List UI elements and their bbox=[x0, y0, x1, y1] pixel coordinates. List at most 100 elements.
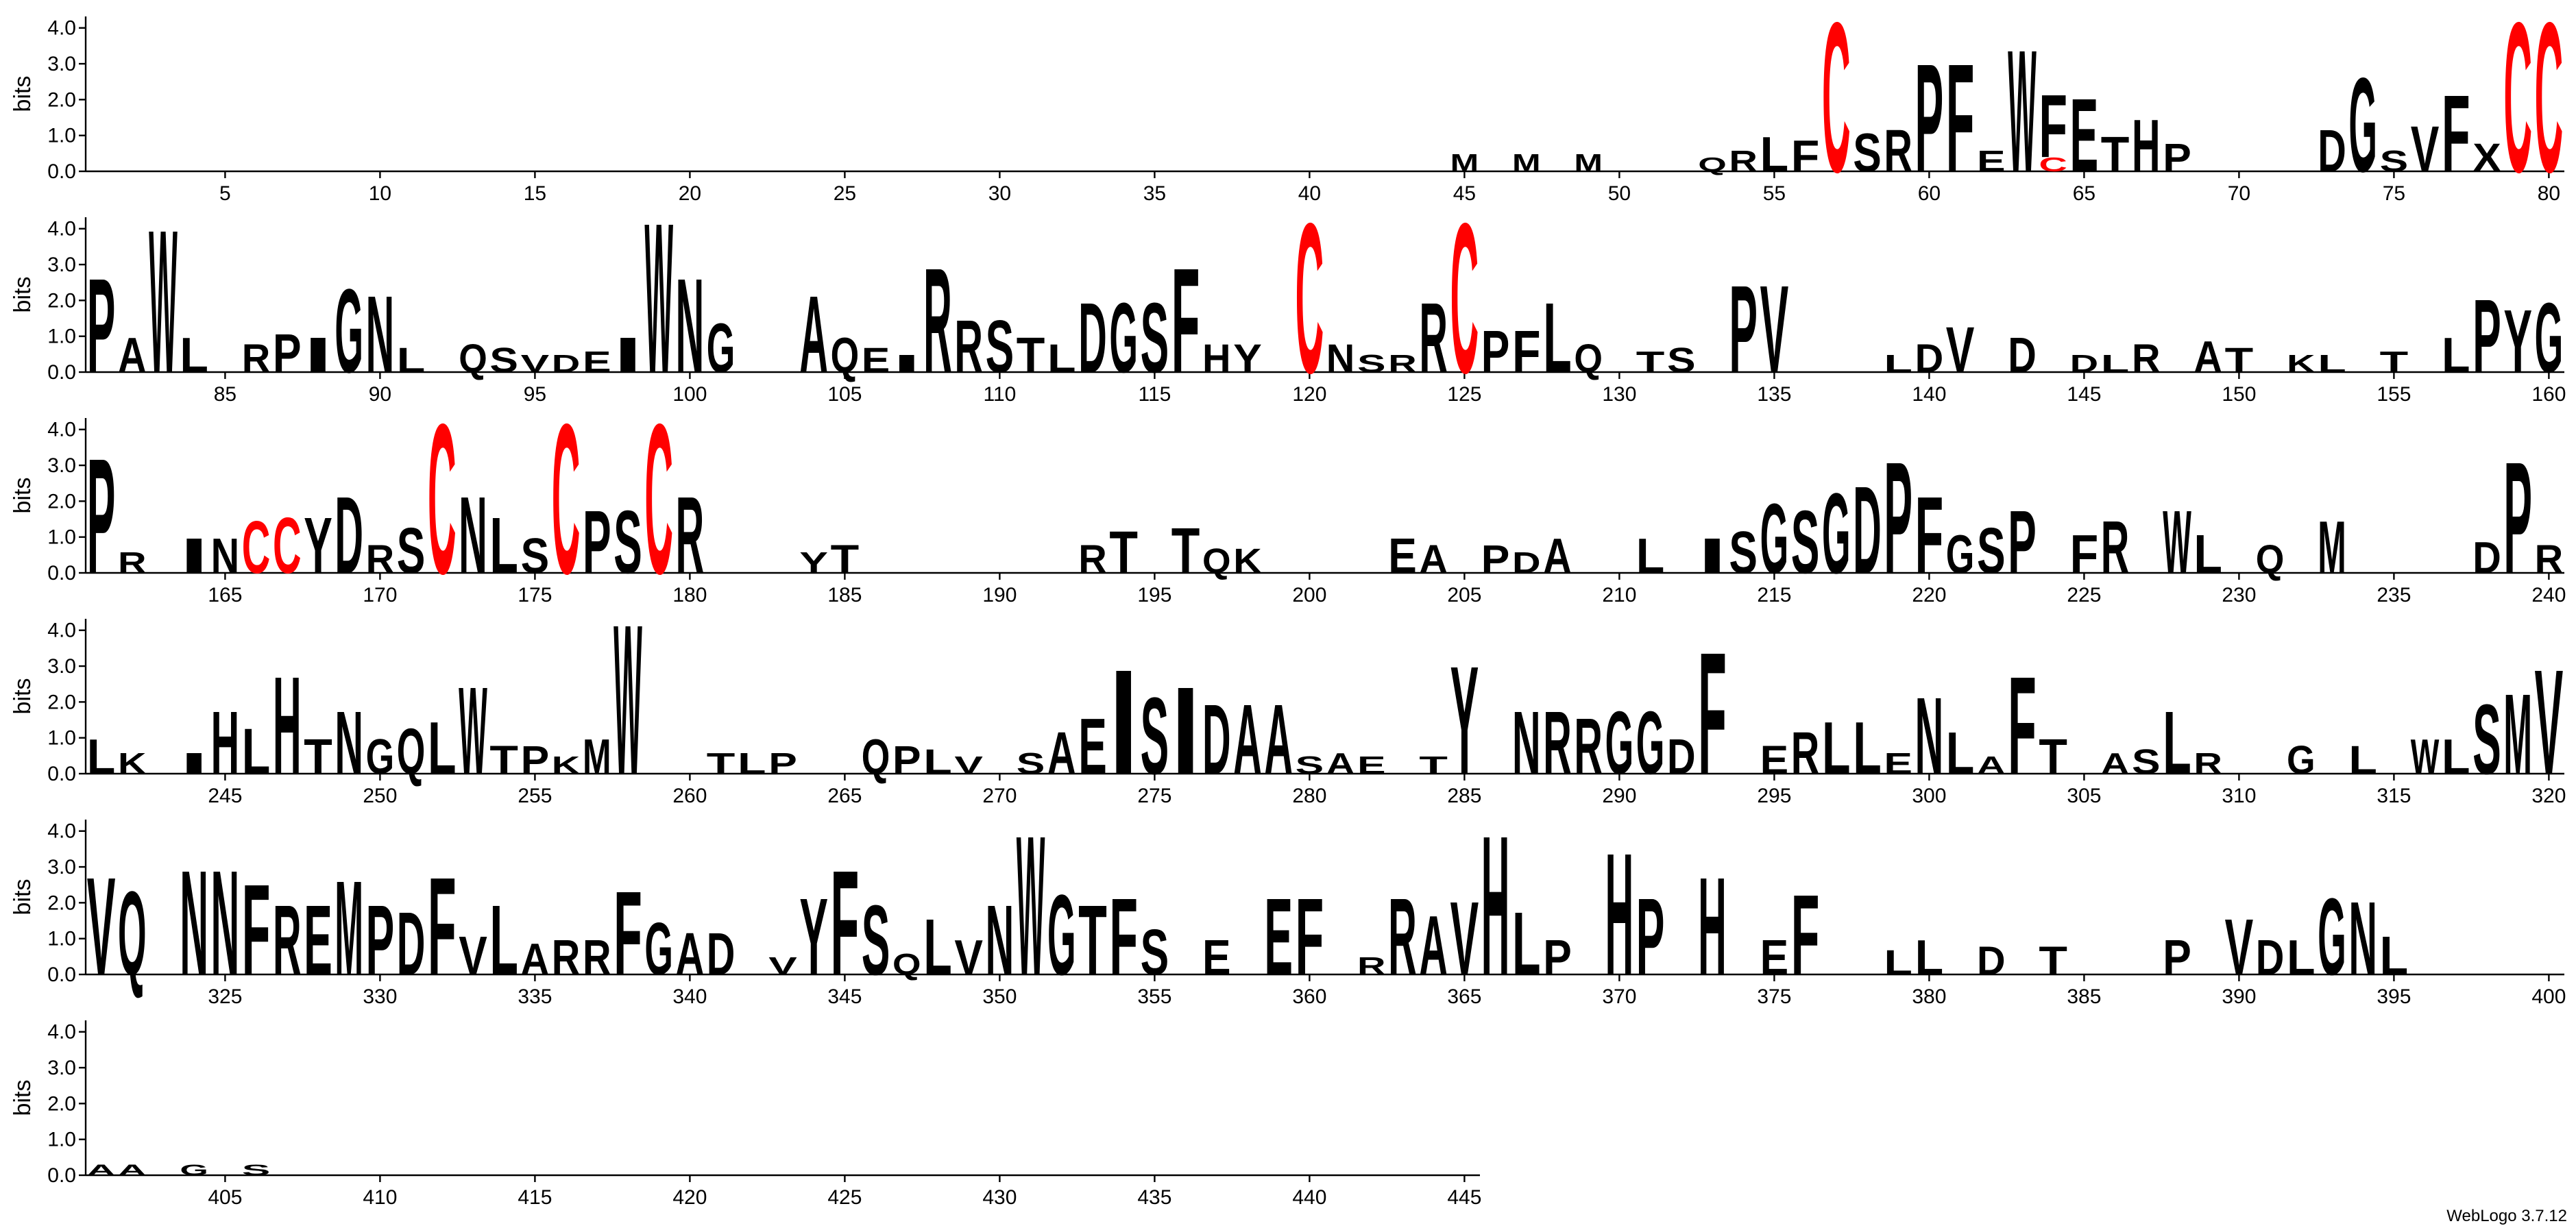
logo-letter: C bbox=[1296, 179, 1324, 418]
y-tick-label: 1.0 bbox=[47, 727, 76, 750]
logo-letter: S bbox=[2380, 145, 2409, 178]
logo-letter: N bbox=[211, 528, 240, 584]
logo-letter: Q bbox=[118, 866, 147, 1000]
x-tick-label: 275 bbox=[1137, 785, 1171, 807]
logo-letter: D bbox=[2472, 532, 2501, 582]
logo-letter: D bbox=[2256, 930, 2285, 985]
y-tick-label: 2.0 bbox=[47, 490, 76, 513]
logo-letter: N bbox=[1915, 674, 1944, 797]
logo-letter: H bbox=[1202, 336, 1231, 381]
y-tick-label: 0.0 bbox=[47, 763, 76, 785]
logo-letter: S bbox=[1141, 674, 1169, 797]
logo-letter: N bbox=[676, 250, 705, 401]
x-tick-label: 20 bbox=[679, 182, 701, 205]
logo-letter: L bbox=[428, 707, 457, 790]
logo-letter: R bbox=[118, 547, 147, 580]
logo-letter: P bbox=[1543, 930, 1572, 985]
x-tick-label: 125 bbox=[1447, 383, 1481, 406]
logo-letter: L bbox=[1884, 943, 1912, 982]
logo-letter: P bbox=[366, 884, 395, 996]
logo-letter: L bbox=[2348, 738, 2377, 783]
y-tick-label: 1.0 bbox=[47, 928, 76, 950]
logo-letter: D bbox=[2318, 118, 2346, 184]
x-tick-label: 320 bbox=[2531, 785, 2566, 807]
logo-letter: T bbox=[2101, 127, 2130, 182]
x-tick-label: 330 bbox=[363, 985, 397, 1008]
logo-letter: V bbox=[1450, 881, 1479, 997]
logo-letter: E bbox=[1202, 930, 1231, 985]
y-tick-label: 1.0 bbox=[47, 1129, 76, 1151]
x-tick-label: 95 bbox=[524, 383, 546, 406]
logo-letter: W bbox=[2411, 729, 2440, 785]
logo-letter: R bbox=[1884, 118, 1912, 184]
x-tick-label: 260 bbox=[672, 785, 707, 807]
y-tick-label: 2.0 bbox=[47, 1092, 76, 1115]
y-tick-label: 3.0 bbox=[47, 655, 76, 678]
logo-letter: S bbox=[613, 492, 642, 592]
logo-letter: D bbox=[1853, 461, 1882, 600]
logo-letter: I bbox=[1109, 639, 1138, 806]
y-tick-label: 3.0 bbox=[47, 856, 76, 879]
logo-letter: C bbox=[552, 380, 581, 619]
logo-letter: L bbox=[2318, 349, 2346, 378]
logo-letter: S bbox=[1791, 492, 1820, 592]
logo-letter: F bbox=[2008, 648, 2037, 804]
logo-letter: L bbox=[489, 884, 518, 996]
logo-letter: R bbox=[2132, 336, 2161, 381]
x-tick-label: 60 bbox=[1918, 182, 1941, 205]
logo-letter: M bbox=[335, 852, 363, 1003]
logo-letter: P bbox=[2503, 430, 2532, 607]
x-tick-label: 315 bbox=[2377, 785, 2411, 807]
logo-letter: R bbox=[1419, 282, 1448, 393]
logo-letter: S bbox=[1667, 341, 1696, 380]
x-tick-label: 140 bbox=[1912, 383, 1946, 406]
logo-letter: F bbox=[1109, 875, 1138, 998]
x-tick-label: 155 bbox=[2377, 383, 2411, 406]
x-tick-label: 195 bbox=[1137, 584, 1171, 606]
logo-letter: N bbox=[335, 693, 363, 793]
x-tick-label: 415 bbox=[518, 1186, 552, 1209]
logo-letter: A bbox=[1419, 537, 1448, 582]
logo-letter: V bbox=[2225, 902, 2254, 992]
x-tick-label: 185 bbox=[827, 584, 862, 606]
x-tick-label: 55 bbox=[1763, 182, 1786, 205]
logo-letter: Q bbox=[397, 715, 426, 788]
y-tick-label: 2.0 bbox=[47, 691, 76, 713]
logo-letter: D bbox=[1078, 282, 1107, 393]
x-tick-label: 210 bbox=[1602, 584, 1636, 606]
logo-letter: F bbox=[428, 849, 457, 1005]
logo-letter: Y bbox=[1450, 634, 1479, 807]
logo-letter: T bbox=[489, 738, 518, 783]
logo-letter: P bbox=[521, 738, 550, 783]
logo-letter: T bbox=[831, 537, 860, 582]
logo-letter: Q bbox=[862, 729, 890, 785]
logo-letter: R bbox=[583, 930, 611, 985]
logo-letter: X bbox=[2472, 136, 2501, 180]
y-tick-label: 0.0 bbox=[47, 963, 76, 986]
logo-letter: W bbox=[1017, 794, 1045, 1017]
logo-letter: I bbox=[613, 328, 642, 383]
x-tick-label: 105 bbox=[827, 383, 862, 406]
x-tick-label: 335 bbox=[518, 985, 552, 1008]
x-tick-label: 270 bbox=[982, 785, 1017, 807]
logo-letter: G bbox=[2348, 49, 2377, 200]
logo-letter: G bbox=[1636, 693, 1665, 793]
logo-letter: A bbox=[1419, 898, 1448, 993]
logo-letter: N bbox=[211, 840, 240, 1007]
logo-letter: E bbox=[2070, 77, 2099, 194]
logo-letter: L bbox=[1543, 282, 1572, 393]
y-tick-label: 4.0 bbox=[47, 17, 76, 40]
logo-letter: V bbox=[954, 751, 983, 779]
logo-letter: L bbox=[180, 328, 208, 383]
y-tick-label: 0.0 bbox=[47, 160, 76, 183]
logo-letter: K bbox=[118, 748, 147, 781]
logo-letter: H bbox=[1698, 849, 1727, 1005]
logo-letter: R bbox=[923, 238, 952, 404]
logo-letter: C bbox=[644, 380, 673, 619]
logo-letter: C bbox=[1450, 179, 1479, 418]
logo-letter: T bbox=[2225, 341, 2254, 380]
logo-letter: R bbox=[1791, 720, 1820, 787]
logo-letter: A bbox=[1543, 528, 1572, 584]
x-tick-label: 50 bbox=[1608, 182, 1631, 205]
